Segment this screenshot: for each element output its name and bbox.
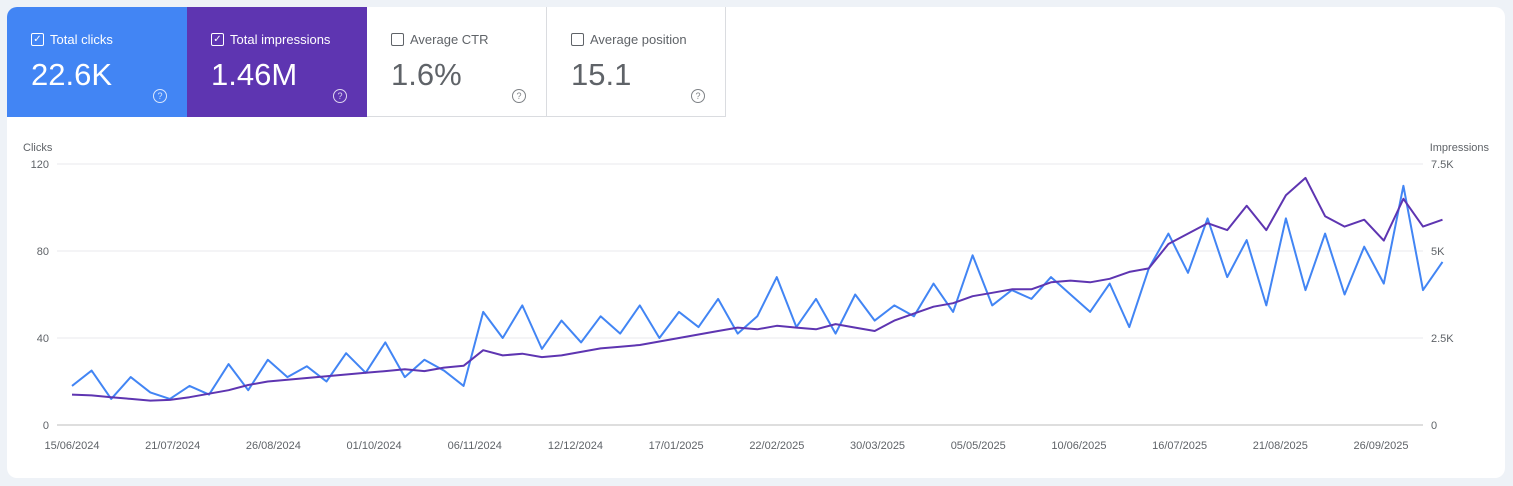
right-tick-label: 7.5K [1431, 159, 1454, 171]
x-tick-label: 16/07/2025 [1152, 440, 1207, 452]
x-tick-label: 26/09/2025 [1353, 440, 1408, 452]
right-tick-label: 5K [1431, 246, 1445, 258]
card-label: Total clicks [50, 32, 113, 47]
x-tick-label: 22/02/2025 [749, 440, 804, 452]
performance-panel: ✓ Total clicks 22.6K ? ✓ Total impressions… [7, 7, 1505, 478]
right-tick-label: 0 [1431, 420, 1437, 432]
total-clicks-card[interactable]: ✓ Total clicks 22.6K ? [7, 7, 187, 117]
card-label: Total impressions [230, 32, 331, 47]
average-ctr-card[interactable]: Average CTR 1.6% ? [367, 7, 547, 117]
card-value: 1.46M [211, 57, 298, 92]
help-circle-icon[interactable]: ? [691, 89, 705, 103]
average-position-card[interactable]: Average position 15.1 ? [547, 7, 726, 117]
card-value: 22.6K [31, 57, 113, 92]
series-line-clicks [71, 184, 1444, 400]
checkbox-icon[interactable] [571, 33, 584, 46]
left-tick-label: 40 [37, 333, 49, 345]
left-tick-label: 80 [37, 246, 49, 258]
left-tick-label: 0 [43, 420, 49, 432]
total-impressions-card[interactable]: ✓ Total impressions 1.46M ? [187, 7, 367, 117]
x-tick-label: 26/08/2024 [246, 440, 301, 452]
x-tick-label: 21/08/2025 [1253, 440, 1308, 452]
left-tick-label: 120 [31, 159, 49, 171]
x-tick-label: 30/03/2025 [850, 440, 905, 452]
left-axis-label: Clicks [23, 142, 53, 154]
help-circle-icon[interactable]: ? [333, 89, 347, 103]
x-tick-label: 10/06/2025 [1051, 440, 1106, 452]
card-label: Average position [590, 32, 687, 47]
checkbox-icon[interactable]: ✓ [211, 33, 224, 46]
card-value: 1.6% [391, 57, 462, 92]
x-tick-label: 01/10/2024 [347, 440, 402, 452]
x-tick-label: 06/11/2024 [448, 440, 502, 452]
card-label: Average CTR [410, 32, 489, 47]
x-tick-label: 17/01/2025 [649, 440, 704, 452]
card-value: 15.1 [571, 57, 632, 92]
right-axis-label: Impressions [1430, 142, 1490, 154]
help-circle-icon[interactable]: ? [512, 89, 526, 103]
x-tick-label: 05/05/2025 [951, 440, 1006, 452]
right-tick-label: 2.5K [1431, 333, 1454, 345]
x-tick-label: 12/12/2024 [548, 440, 603, 452]
x-tick-label: 21/07/2024 [145, 440, 200, 452]
checkbox-icon[interactable]: ✓ [31, 33, 44, 46]
x-tick-label: 15/06/2024 [44, 440, 99, 452]
series-line-impressions [71, 176, 1443, 402]
help-circle-icon[interactable]: ? [153, 89, 167, 103]
checkbox-icon[interactable] [391, 33, 404, 46]
